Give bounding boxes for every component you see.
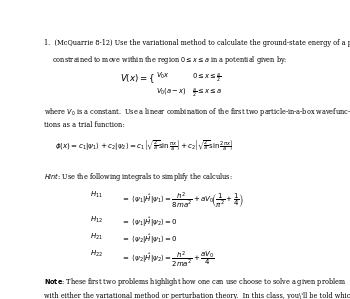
- Text: 1.  (McQuarrie 8-12) Use the variational method to calculate the ground-state en: 1. (McQuarrie 8-12) Use the variational …: [44, 39, 350, 47]
- Text: $H_{11}$: $H_{11}$: [90, 190, 103, 200]
- Text: $\phi(x) = c_1|\psi_1\rangle + c_2|\psi_2\rangle = c_1\left[\sqrt{\frac{2}{a}}\s: $\phi(x) = c_1|\psi_1\rangle + c_2|\psi_…: [55, 139, 233, 153]
- Text: $= \ \langle\psi_1|\hat{H}|\psi_2\rangle = 0$: $= \ \langle\psi_1|\hat{H}|\psi_2\rangle…: [121, 215, 178, 229]
- Text: with either the variational method or perturbation theory.  In this class, you\': with either the variational method or pe…: [44, 292, 350, 299]
- Text: $H_{12}$: $H_{12}$: [90, 215, 103, 225]
- Text: tions as a trial function:: tions as a trial function:: [44, 121, 124, 129]
- Text: $H_{22}$: $H_{22}$: [90, 249, 103, 260]
- Text: $H_{21}$: $H_{21}$: [90, 232, 103, 242]
- Text: $V_0(a - x)$: $V_0(a - x)$: [156, 86, 187, 97]
- Text: $V_0 x$: $V_0 x$: [156, 71, 170, 81]
- Text: $= \ \langle\psi_2|\hat{H}|\psi_2\rangle = \dfrac{h^2}{2ma^2} + \dfrac{aV_0}{4}$: $= \ \langle\psi_2|\hat{H}|\psi_2\rangle…: [121, 249, 215, 269]
- Text: $\mathbf{Note}$: These first two problems highlight how one can use choose to so: $\mathbf{Note}$: These first two problem…: [44, 276, 346, 288]
- Text: $\mathit{Hint}$: Use the following integrals to simplify the calculus:: $\mathit{Hint}$: Use the following integ…: [44, 171, 232, 183]
- Text: $0 \leq x \leq \frac{a}{2}$: $0 \leq x \leq \frac{a}{2}$: [191, 71, 222, 84]
- Text: constrained to move within the region $0 \leq x \leq a$ in a potential given by:: constrained to move within the region $0…: [44, 54, 287, 66]
- Text: $= \ \langle\psi_2|\hat{H}|\psi_1\rangle = 0$: $= \ \langle\psi_2|\hat{H}|\psi_1\rangle…: [121, 232, 178, 245]
- Text: $= \ \langle\psi_1|\hat{H}|\psi_1\rangle = \dfrac{h^2}{8ma^2} + aV_0\!\left(\dfr: $= \ \langle\psi_1|\hat{H}|\psi_1\rangle…: [121, 190, 244, 210]
- Text: $\frac{a}{2} \leq x \leq a$: $\frac{a}{2} \leq x \leq a$: [191, 86, 222, 99]
- Text: where $V_0$ is a constant.  Use a linear combination of the first two particle-i: where $V_0$ is a constant. Use a linear …: [44, 106, 350, 118]
- Text: $V(x) = \{$: $V(x) = \{$: [120, 72, 154, 85]
